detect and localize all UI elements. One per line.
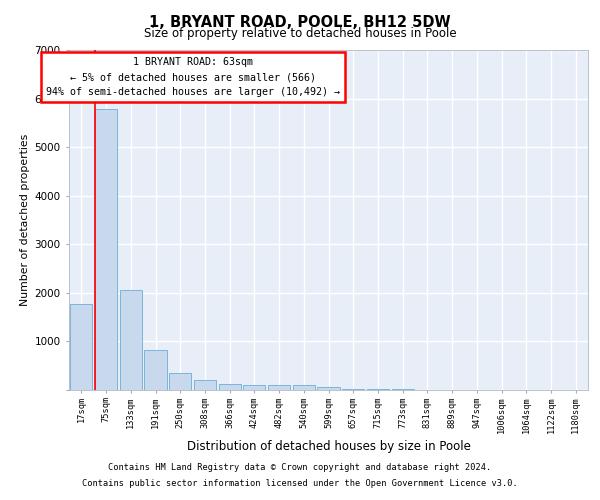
- Bar: [317, 386, 340, 390]
- Bar: [342, 388, 364, 390]
- Bar: [268, 385, 290, 390]
- Text: Size of property relative to detached houses in Poole: Size of property relative to detached ho…: [143, 28, 457, 40]
- Bar: [145, 350, 167, 390]
- Y-axis label: Number of detached properties: Number of detached properties: [20, 134, 31, 306]
- Bar: [119, 290, 142, 390]
- Bar: [70, 304, 92, 390]
- Bar: [218, 384, 241, 390]
- Bar: [95, 110, 117, 390]
- Bar: [194, 380, 216, 390]
- Bar: [243, 385, 265, 390]
- Bar: [367, 389, 389, 390]
- Text: 1 BRYANT ROAD: 63sqm
← 5% of detached houses are smaller (566)
94% of semi-detac: 1 BRYANT ROAD: 63sqm ← 5% of detached ho…: [46, 58, 340, 97]
- Bar: [169, 374, 191, 390]
- Bar: [293, 386, 315, 390]
- Text: Contains public sector information licensed under the Open Government Licence v3: Contains public sector information licen…: [82, 478, 518, 488]
- Text: Contains HM Land Registry data © Crown copyright and database right 2024.: Contains HM Land Registry data © Crown c…: [109, 464, 491, 472]
- Text: 1, BRYANT ROAD, POOLE, BH12 5DW: 1, BRYANT ROAD, POOLE, BH12 5DW: [149, 15, 451, 30]
- X-axis label: Distribution of detached houses by size in Poole: Distribution of detached houses by size …: [187, 440, 470, 453]
